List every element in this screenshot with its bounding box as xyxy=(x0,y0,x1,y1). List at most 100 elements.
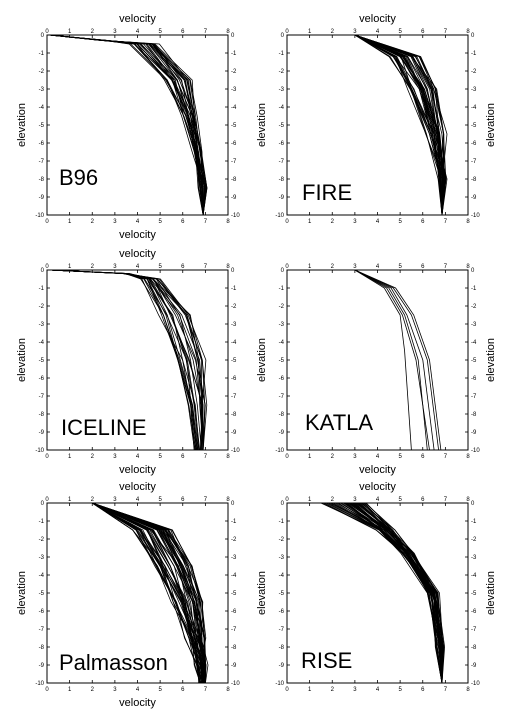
y-tick-label: -2 xyxy=(279,537,285,543)
y-tick-label: -9 xyxy=(471,195,477,201)
y-tick-label: 0 xyxy=(231,33,235,39)
x-tick-label: 2 xyxy=(331,497,335,503)
x-tick-label: 6 xyxy=(421,264,425,270)
y-tick-label: -5 xyxy=(39,591,45,597)
velocity-profile-line xyxy=(49,270,206,450)
y-tick-label: -5 xyxy=(471,358,477,364)
y-tick-label: -6 xyxy=(231,376,237,382)
velocity-profile-line xyxy=(49,35,208,215)
y-tick-label: 0 xyxy=(281,33,285,39)
y-axis-label: elevation xyxy=(16,103,28,147)
y-tick-label: -6 xyxy=(231,141,237,147)
y-tick-label: -10 xyxy=(471,448,480,454)
x-tick-label: 5 xyxy=(158,454,162,460)
x-tick-label: 5 xyxy=(398,264,402,270)
y-tick-label: -8 xyxy=(231,177,237,183)
y-tick-label: -2 xyxy=(39,304,45,310)
x-tick-label: 3 xyxy=(353,264,357,270)
x-tick-label: 6 xyxy=(421,29,425,35)
y-tick-label: -1 xyxy=(279,286,285,292)
x-tick-label: 7 xyxy=(444,454,448,460)
y-tick-label: -6 xyxy=(279,141,285,147)
x-axis-label: velocity xyxy=(359,464,396,476)
profile-lines xyxy=(49,35,208,215)
x-tick-label: 7 xyxy=(204,497,208,503)
panel-label: Palmasson xyxy=(59,650,168,675)
y-tick-label: -10 xyxy=(231,681,240,687)
velocity-profile-line xyxy=(358,503,443,683)
y-tick-label: -1 xyxy=(471,51,477,57)
x-tick-label: 8 xyxy=(226,264,230,270)
y-tick-label: -1 xyxy=(471,519,477,525)
y-tick-label: -10 xyxy=(35,448,44,454)
x-tick-label: 8 xyxy=(226,687,230,693)
x-axis-label: velocity xyxy=(119,464,156,476)
x-tick-label: 4 xyxy=(136,687,140,693)
x-tick-label: 2 xyxy=(91,219,95,225)
x-tick-label: 5 xyxy=(158,687,162,693)
y-tick-label: -8 xyxy=(471,412,477,418)
x-tick-label: 8 xyxy=(466,687,470,693)
y-tick-label: -1 xyxy=(39,286,45,292)
y-tick-label: -4 xyxy=(231,105,237,111)
y-tick-label: -7 xyxy=(471,627,477,633)
y-tick-label: -8 xyxy=(471,177,477,183)
velocity-profile-line xyxy=(354,35,445,215)
y-tick-label: -3 xyxy=(39,322,45,328)
x-tick-label: 3 xyxy=(353,219,357,225)
velocity-profile-line xyxy=(354,270,442,450)
y-tick-label: -5 xyxy=(279,123,285,129)
x-tick-label: 5 xyxy=(398,687,402,693)
x-tick-label: 0 xyxy=(45,29,49,35)
y-axis-label: elevation xyxy=(485,338,497,382)
y-tick-label: -10 xyxy=(471,681,480,687)
panel-label: ICELINE xyxy=(61,415,147,440)
velocity-profile-line xyxy=(365,503,444,683)
x-tick-label: 6 xyxy=(421,497,425,503)
velocity-profile-line xyxy=(92,503,203,683)
y-tick-label: -7 xyxy=(279,394,285,400)
y-tick-label: -8 xyxy=(231,645,237,651)
x-tick-label: 7 xyxy=(444,497,448,503)
y-tick-label: -7 xyxy=(39,394,45,400)
y-tick-label: -9 xyxy=(279,430,285,436)
x-tick-label: 6 xyxy=(181,687,185,693)
x-tick-label: 5 xyxy=(158,29,162,35)
y-tick-label: 0 xyxy=(41,501,45,507)
x-tick-label: 5 xyxy=(158,264,162,270)
y-tick-label: -10 xyxy=(231,213,240,219)
x-tick-label: 2 xyxy=(331,219,335,225)
y-axis-label: elevation xyxy=(485,571,497,615)
x-tick-label: 7 xyxy=(204,29,208,35)
y-axis-label: elevation xyxy=(256,103,268,147)
y-tick-label: -5 xyxy=(471,123,477,129)
y-tick-label: -6 xyxy=(471,141,477,147)
velocity-profile-line xyxy=(363,503,443,683)
y-tick-label: 0 xyxy=(41,33,45,39)
x-tick-label: 0 xyxy=(45,497,49,503)
x-tick-label: 2 xyxy=(331,264,335,270)
x-tick-label: 8 xyxy=(226,219,230,225)
y-tick-label: -2 xyxy=(471,69,477,75)
y-tick-label: -10 xyxy=(35,681,44,687)
x-axis-label: velocity xyxy=(359,481,396,493)
y-tick-label: -6 xyxy=(279,376,285,382)
x-tick-label: 3 xyxy=(113,29,117,35)
y-tick-label: -10 xyxy=(35,213,44,219)
x-tick-label: 8 xyxy=(226,497,230,503)
velocity-profile-line xyxy=(362,503,443,683)
x-tick-label: 3 xyxy=(353,497,357,503)
y-tick-label: -5 xyxy=(471,591,477,597)
y-tick-label: -9 xyxy=(279,663,285,669)
profile-lines xyxy=(92,503,209,683)
x-tick-label: 3 xyxy=(353,29,357,35)
y-tick-label: -5 xyxy=(231,591,237,597)
y-axis-label: elevation xyxy=(256,571,268,615)
x-tick-label: 2 xyxy=(91,497,95,503)
y-tick-label: -7 xyxy=(279,627,285,633)
x-tick-label: 3 xyxy=(113,454,117,460)
y-tick-label: -10 xyxy=(231,448,240,454)
